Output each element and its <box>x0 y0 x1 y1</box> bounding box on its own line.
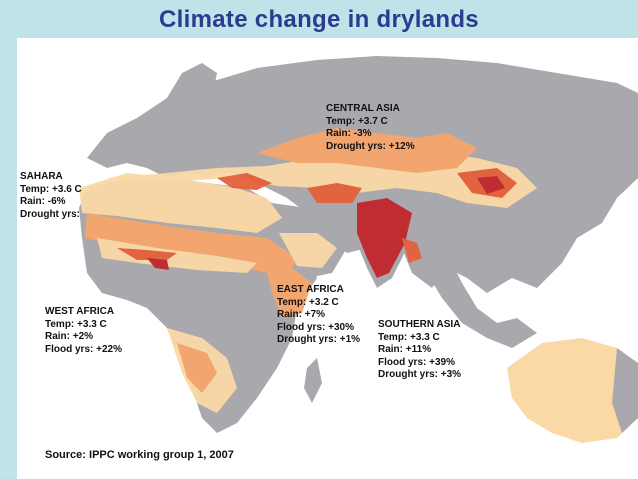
east-africa-label: EAST AFRICA Temp: +3.2 C Rain: +7% Flood… <box>277 284 360 347</box>
west-africa-temp: Temp: +3.3 C <box>45 318 107 330</box>
sahara-drought: Drought yrs: <box>20 208 80 220</box>
east-africa-name: EAST AFRICA <box>277 284 344 295</box>
map-graphic <box>17 38 638 479</box>
southern-asia-rain: Rain: +11% <box>378 344 432 355</box>
southern-asia-temp: Temp: +3.3 C <box>378 331 440 343</box>
east-africa-drought: Drought yrs: +1% <box>277 334 361 345</box>
west-africa-flood: Flood yrs: +22% <box>45 343 122 355</box>
southeast-asia-landmass <box>417 238 537 348</box>
sahara-label: SAHARA Temp: +3.6 C Rain: -6% Drought yr… <box>20 171 82 221</box>
west-africa-name: WEST AFRICA <box>45 306 115 317</box>
central-asia-temp: Temp: +3.7 C <box>326 115 388 127</box>
southern-asia-flood: Flood yrs: +39% <box>378 356 455 368</box>
japan-landmass <box>569 148 597 193</box>
central-asia-label: CENTRAL ASIA Temp: +3.7 C Rain: -3% Drou… <box>326 103 415 153</box>
sahara-rain: Rain: -6% <box>20 196 66 207</box>
page-title: Climate change in drylands <box>159 6 479 33</box>
west-africa-label: WEST AFRICA Temp: +3.3 C Rain: +2% Flood… <box>45 306 122 356</box>
west-africa-rain: Rain: +2% <box>45 331 94 342</box>
east-africa-temp: Temp: +3.2 C <box>277 296 339 308</box>
madagascar-landmass <box>304 358 322 403</box>
central-asia-rain: Rain: -3% <box>326 128 372 139</box>
source-caption: Source: IPPC working group 1, 2007 <box>45 449 234 461</box>
southern-asia-name: SOUTHERN ASIA <box>378 319 461 330</box>
dryland-zones <box>79 128 537 413</box>
southern-asia-drought: Drought yrs: +3% <box>378 369 462 380</box>
southern-asia-label: SOUTHERN ASIA Temp: +3.3 C Rain: +11% Fl… <box>378 319 461 382</box>
east-africa-rain: Rain: +7% <box>277 309 326 320</box>
central-asia-drought: Drought yrs: +12% <box>326 140 415 152</box>
world-map: CENTRAL ASIA Temp: +3.7 C Rain: -3% Drou… <box>17 38 638 479</box>
central-asia-name: CENTRAL ASIA <box>326 103 400 114</box>
east-africa-flood: Flood yrs: +30% <box>277 321 354 333</box>
australia-landmass <box>507 338 638 443</box>
sahara-name: SAHARA <box>20 171 63 182</box>
sahara-temp: Temp: +3.6 C <box>20 183 82 195</box>
scandinavia-landmass <box>167 63 217 123</box>
